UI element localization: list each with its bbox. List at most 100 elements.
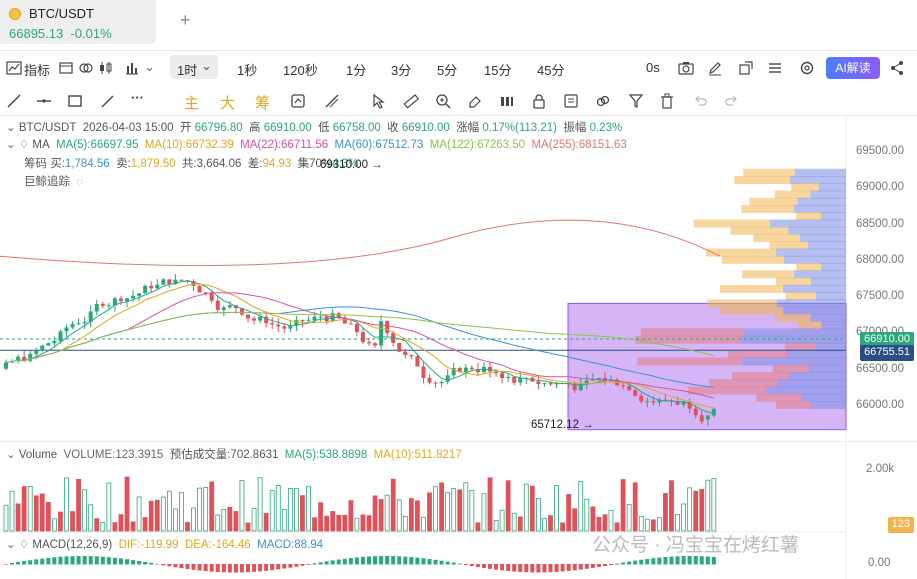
whale-tracking[interactable]: 巨鲸追踪 ◌ xyxy=(24,176,84,188)
trash-icon[interactable] xyxy=(659,93,675,109)
divider xyxy=(0,441,917,442)
ruler-icon[interactable] xyxy=(403,93,419,109)
macd-bar xyxy=(463,564,468,566)
timeframe-1h[interactable]: 1时 xyxy=(177,63,198,78)
volume-profile-bar-buy xyxy=(740,335,846,344)
volume-profile-bar-sell xyxy=(707,299,777,308)
volume-profile-bar-buy xyxy=(788,226,846,235)
compare-icon[interactable] xyxy=(78,60,94,76)
timeframe-15m[interactable]: 15分 xyxy=(484,63,512,78)
countdown-label[interactable]: 0s xyxy=(646,60,660,75)
timeframe-45m[interactable]: 45分 xyxy=(537,63,565,78)
popout-icon[interactable] xyxy=(738,60,754,76)
volume-profile-bar-buy xyxy=(789,371,846,380)
candle-body xyxy=(330,313,335,322)
link-icon[interactable] xyxy=(595,93,611,109)
tab-timeframe-active[interactable] xyxy=(170,55,218,79)
chips-button[interactable]: 筹 xyxy=(255,95,271,112)
volume-bar xyxy=(52,518,57,532)
chevron-down-icon[interactable]: ⌄ xyxy=(6,122,16,134)
volume-bar xyxy=(499,509,505,532)
macd-bar xyxy=(385,556,390,565)
timeframe-1m[interactable]: 1分 xyxy=(346,63,367,78)
macd-bar xyxy=(118,558,123,565)
volume-bar xyxy=(275,485,281,532)
candle-body xyxy=(137,293,142,296)
eraser-icon[interactable] xyxy=(467,93,483,109)
volume-bar xyxy=(542,518,547,532)
undo-icon[interactable] xyxy=(692,93,708,109)
star-icon[interactable] xyxy=(9,8,21,20)
share-icon[interactable] xyxy=(889,60,905,76)
macd-bar xyxy=(645,558,650,565)
bell-icon[interactable]: ♢ xyxy=(18,139,30,151)
timeframe-5m[interactable]: 5分 xyxy=(437,63,458,78)
chevron-down-icon[interactable]: ⌄ xyxy=(6,539,16,551)
divider xyxy=(0,50,917,51)
zoom-in-icon[interactable] xyxy=(435,93,451,109)
chevron-down-icon[interactable]: ⌄ xyxy=(6,139,16,151)
macd-bar xyxy=(439,560,444,565)
pencil-icon[interactable] xyxy=(707,60,723,76)
macd-bar xyxy=(469,564,474,567)
macd-bar xyxy=(282,564,287,569)
template-icon[interactable] xyxy=(58,60,74,76)
main-force-button[interactable]: 主 xyxy=(184,95,200,112)
macd-bar xyxy=(264,564,269,571)
rectangle-icon[interactable] xyxy=(67,93,83,109)
add-tab-button[interactable]: + xyxy=(180,10,191,30)
chart-type-icon[interactable] xyxy=(124,60,140,76)
symbol-tab[interactable]: BTC/USDT 66895.13 -0.01% xyxy=(0,0,156,44)
price-tick: 69500.00 xyxy=(856,145,904,157)
macd-bar xyxy=(578,564,583,570)
more-tools-icon[interactable]: ··· xyxy=(131,90,144,105)
volume-bar xyxy=(9,490,15,532)
volume-profile-bar-sell xyxy=(796,263,822,272)
brush-icon[interactable] xyxy=(100,93,116,109)
volume-bar xyxy=(58,511,63,532)
volume-bar xyxy=(663,493,668,532)
chevron-down-icon[interactable]: ⌄ xyxy=(6,449,16,461)
volume-bar xyxy=(517,516,523,532)
candle-body xyxy=(239,307,244,315)
ai-analysis-button[interactable]: AI解读 xyxy=(826,57,880,79)
camera-icon[interactable] xyxy=(678,60,694,76)
timeframe-120s[interactable]: 120秒 xyxy=(283,63,318,78)
indicator-icon[interactable] xyxy=(6,60,22,76)
macd-bar xyxy=(421,558,426,565)
candle-body xyxy=(469,367,474,370)
candle-body xyxy=(227,305,232,308)
big-order-button[interactable]: 大 xyxy=(220,95,236,112)
eye-off-icon[interactable]: ◌ xyxy=(76,176,84,188)
candle-body xyxy=(615,379,620,386)
indicator-button[interactable]: 指标 xyxy=(24,63,51,78)
trendline-icon[interactable] xyxy=(6,93,22,109)
ma-legend: ⌄ ♢ MA MA(5):66697.95 MA(10):66732.39 MA… xyxy=(6,139,627,151)
bell-icon[interactable]: ♢ xyxy=(18,539,30,551)
horizontal-line-icon[interactable] xyxy=(36,93,52,109)
measure-icon[interactable] xyxy=(324,93,340,109)
candle-body xyxy=(530,377,535,382)
cursor-icon[interactable] xyxy=(371,93,387,109)
redo-icon[interactable] xyxy=(724,93,740,109)
settings-icon[interactable] xyxy=(799,60,815,76)
filter-icon[interactable] xyxy=(628,93,644,109)
layout-icon[interactable] xyxy=(767,60,783,76)
chevron-down-icon[interactable]: ⌄ xyxy=(201,58,212,73)
magnet-icon[interactable] xyxy=(499,93,515,109)
lock-icon[interactable] xyxy=(531,93,547,109)
candle-body xyxy=(233,305,238,308)
chevron-down-icon[interactable]: ⌄ xyxy=(144,59,155,74)
candle-type-icon[interactable] xyxy=(98,60,114,76)
timeframe-1s[interactable]: 1秒 xyxy=(237,63,258,78)
notes-icon[interactable] xyxy=(563,93,579,109)
macd-bar xyxy=(125,559,129,565)
volume-bar xyxy=(632,482,638,532)
refresh-chart-icon[interactable] xyxy=(290,93,306,109)
price-tick: 68500.00 xyxy=(856,218,904,230)
timeframe-3m[interactable]: 3分 xyxy=(391,63,412,78)
macd-bar xyxy=(572,564,577,571)
volume-bar xyxy=(414,500,420,532)
volume-profile-bar-sell xyxy=(775,277,811,286)
